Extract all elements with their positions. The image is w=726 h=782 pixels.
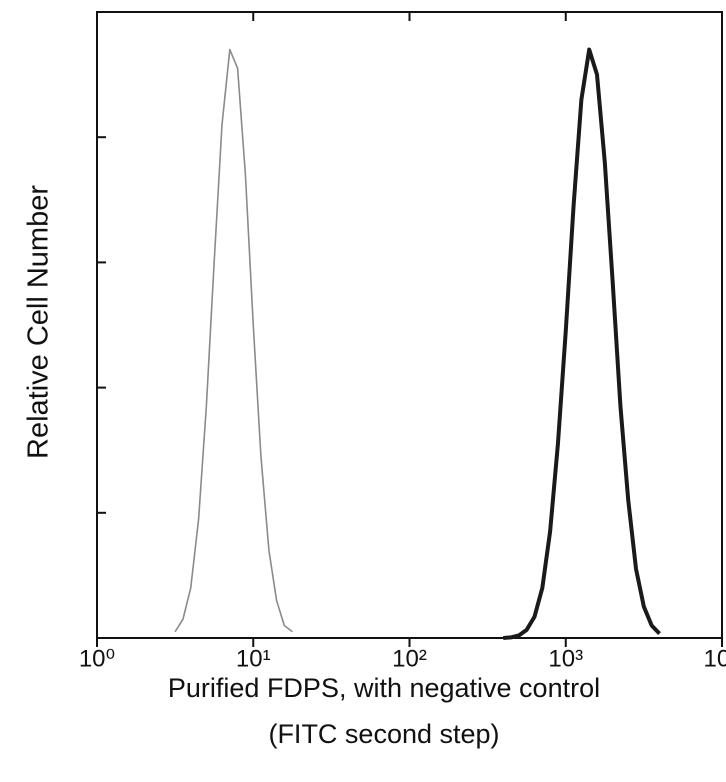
- histogram-line: [503, 47, 661, 640]
- histogram-line: [174, 48, 293, 633]
- x-tick-label: 10⁰: [79, 645, 115, 672]
- x-axis-label: (FITC second step): [268, 719, 499, 749]
- x-tick-label: 10⁴: [703, 645, 726, 672]
- y-axis-label: Relative Cell Number: [23, 185, 55, 459]
- x-axis-label: Purified FDPS, with negative control: [168, 673, 600, 703]
- plot-frame: [96, 11, 723, 639]
- x-tick-label: 10¹: [236, 645, 271, 672]
- x-tick-label: 10³: [548, 645, 583, 672]
- x-tick-label: 10²: [392, 645, 427, 672]
